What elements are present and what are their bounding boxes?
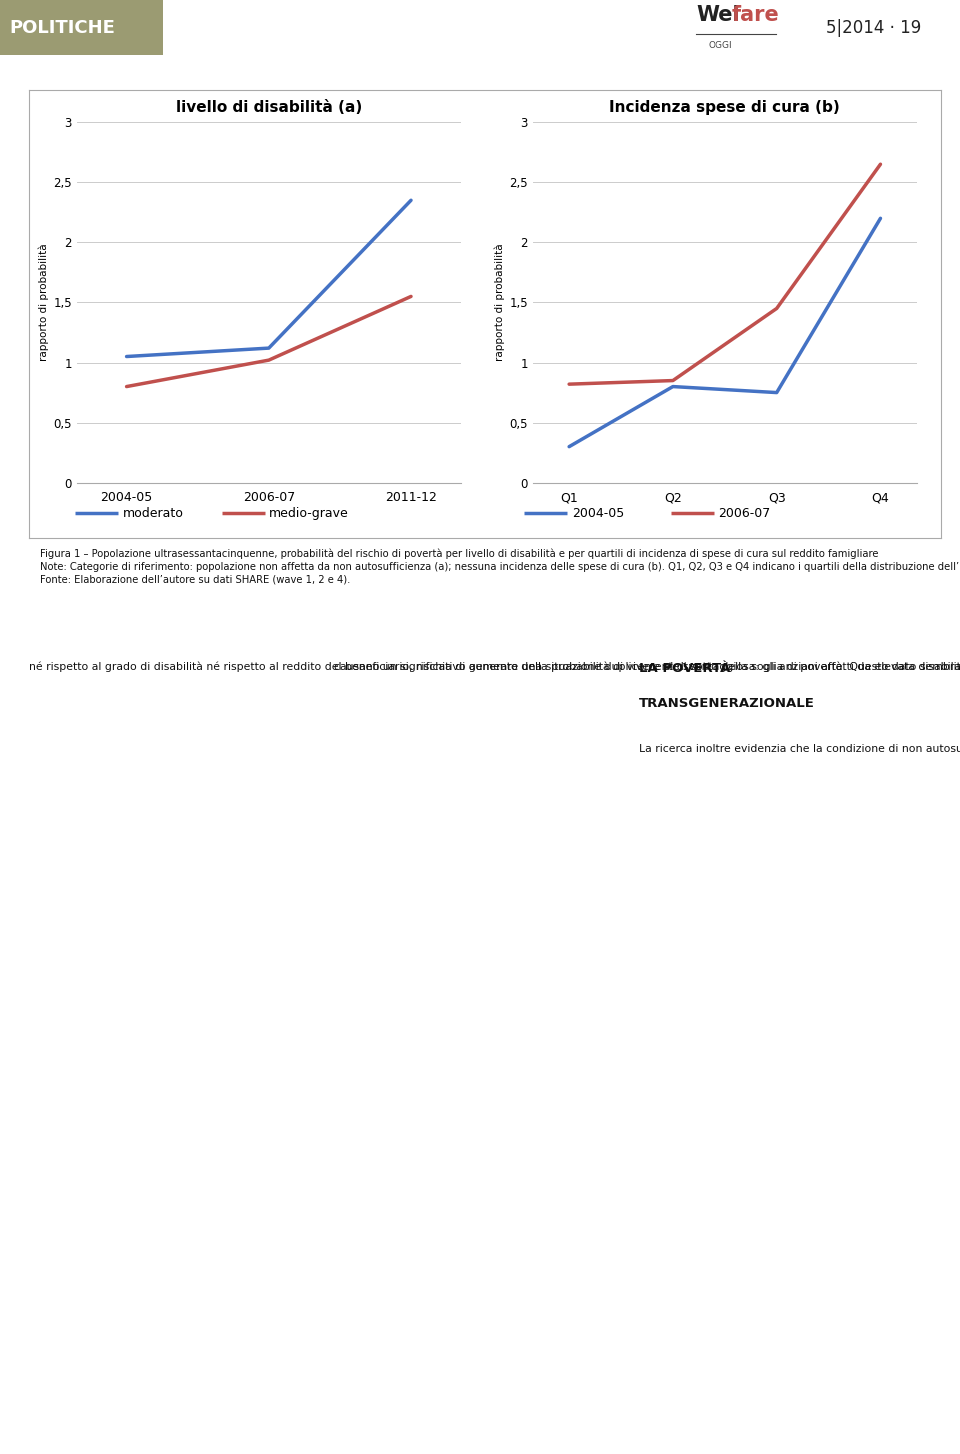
Text: OGGI: OGGI bbox=[708, 41, 732, 49]
Text: 5|2014 · 19: 5|2014 · 19 bbox=[826, 19, 921, 36]
Text: 2006-07: 2006-07 bbox=[718, 507, 771, 519]
Y-axis label: rapporto di probabilità: rapporto di probabilità bbox=[494, 244, 505, 361]
Text: Wel: Wel bbox=[696, 6, 739, 26]
Text: La ricerca inoltre evidenzia che la condizione di non autosufficienza rappresent: La ricerca inoltre evidenzia che la cond… bbox=[639, 743, 960, 753]
Text: medio-grave: medio-grave bbox=[269, 507, 349, 519]
Text: causano un significativo aumento della probabilità di vivere al di sotto della s: causano un significativo aumento della p… bbox=[334, 662, 960, 672]
Text: fare: fare bbox=[732, 6, 780, 26]
Title: Incidenza spese di cura (b): Incidenza spese di cura (b) bbox=[610, 100, 840, 115]
Text: LA POVERTÀ: LA POVERTÀ bbox=[639, 662, 731, 675]
Text: TRANSGENERAZIONALE: TRANSGENERAZIONALE bbox=[639, 696, 815, 710]
Title: livello di disabilità (a): livello di disabilità (a) bbox=[176, 100, 362, 115]
Text: moderato: moderato bbox=[123, 507, 183, 519]
Text: né rispetto al grado di disabilità né rispetto al reddito del beneficiario, risc: né rispetto al grado di disabilità né ri… bbox=[29, 662, 960, 672]
FancyBboxPatch shape bbox=[0, 0, 163, 55]
Text: POLITICHE: POLITICHE bbox=[10, 19, 115, 36]
Text: Figura 1 – Popolazione ultrasessantacinquenne, probabilità del rischio di povert: Figura 1 – Popolazione ultrasessantacinq… bbox=[39, 548, 960, 585]
Text: 2004-05: 2004-05 bbox=[572, 507, 624, 519]
Y-axis label: rapporto di probabilità: rapporto di probabilità bbox=[38, 244, 49, 361]
